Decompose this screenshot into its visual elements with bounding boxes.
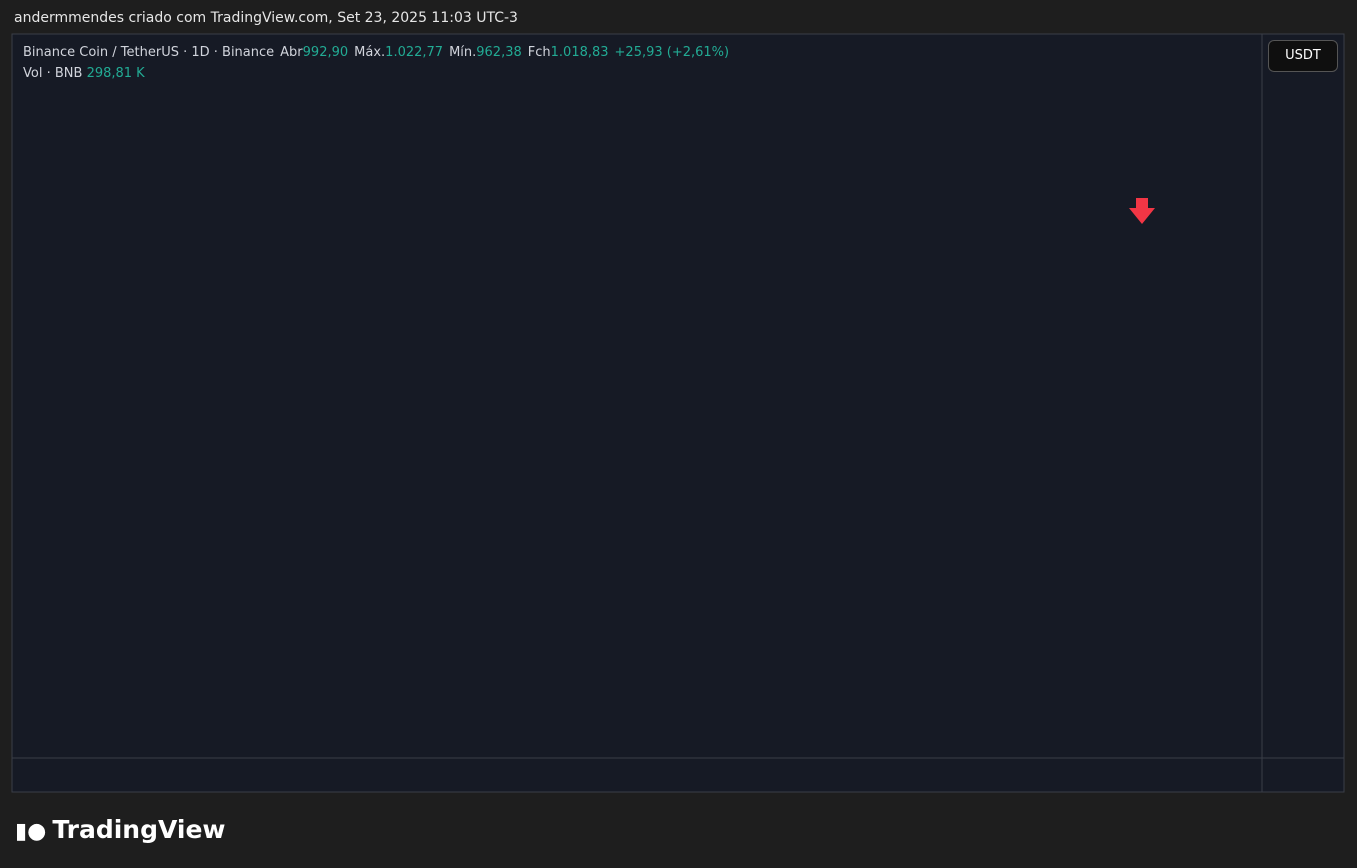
ohlc-value: 992,90 (302, 45, 349, 60)
symbol-title: Binance Coin / TetherUS · 1D · Binance (23, 45, 275, 60)
chart-frame (11, 33, 1345, 793)
brand-logo: ▮● TradingView (15, 815, 226, 844)
volume-value: 298,81 K (86, 66, 145, 81)
change-value: +25,93 (+2,61%) (614, 45, 730, 60)
ohlc-value: 1.022,77 (385, 45, 444, 60)
brand-name: TradingView (52, 815, 226, 844)
ohlc-value: 1.018,83 (550, 45, 609, 60)
arrow-marker (1129, 198, 1155, 224)
ohlc-value: 962,38 (476, 45, 522, 60)
volume-label: Vol · BNB (23, 66, 83, 81)
ohlc-label: Abr (280, 45, 303, 60)
volume-header: Vol · BNB 298,81 K (23, 66, 145, 81)
caption: andermmendes criado com TradingView.com,… (14, 10, 518, 26)
currency-button[interactable]: USDT (1268, 40, 1338, 72)
ohlc-label: Mín. (449, 45, 477, 60)
logo-icon: ▮● (15, 819, 47, 844)
header: Binance Coin / TetherUS · 1D · Binance Ab… (23, 45, 735, 60)
ohlc-label: Máx. (354, 45, 386, 60)
ohlc-label: Fch (527, 45, 551, 60)
